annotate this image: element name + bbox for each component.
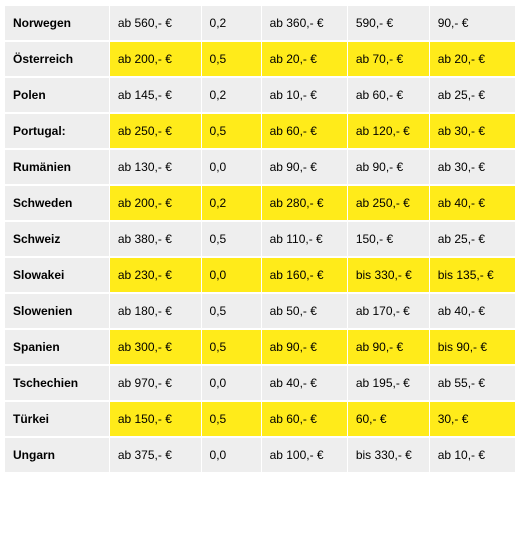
value-cell: ab 250,- € bbox=[110, 114, 201, 148]
table-row: Slowenienab 180,- €0,5ab 50,- €ab 170,- … bbox=[5, 294, 515, 328]
value-cell: 30,- € bbox=[430, 402, 515, 436]
value-cell: 0,5 bbox=[202, 330, 261, 364]
value-cell: ab 30,- € bbox=[430, 150, 515, 184]
country-cell: Schweiz bbox=[5, 222, 109, 256]
country-cell: Norwegen bbox=[5, 6, 109, 40]
value-cell: ab 120,- € bbox=[348, 114, 429, 148]
value-cell: ab 25,- € bbox=[430, 222, 515, 256]
value-cell: 0,0 bbox=[202, 438, 261, 472]
value-cell: 0,0 bbox=[202, 150, 261, 184]
table-row: Portugal:ab 250,- €0,5ab 60,- €ab 120,- … bbox=[5, 114, 515, 148]
value-cell: ab 40,- € bbox=[430, 294, 515, 328]
value-cell: ab 170,- € bbox=[348, 294, 429, 328]
value-cell: 0,2 bbox=[202, 78, 261, 112]
value-cell: ab 250,- € bbox=[348, 186, 429, 220]
value-cell: ab 60,- € bbox=[262, 114, 347, 148]
table-row: Rumänienab 130,- €0,0ab 90,- €ab 90,- €a… bbox=[5, 150, 515, 184]
value-cell: ab 90,- € bbox=[262, 150, 347, 184]
country-cell: Slowenien bbox=[5, 294, 109, 328]
value-cell: 150,- € bbox=[348, 222, 429, 256]
country-cell: Spanien bbox=[5, 330, 109, 364]
value-cell: ab 230,- € bbox=[110, 258, 201, 292]
table-row: Österreichab 200,- €0,5ab 20,- €ab 70,- … bbox=[5, 42, 515, 76]
table-row: Türkeiab 150,- €0,5ab 60,- €60,- €30,- € bbox=[5, 402, 515, 436]
value-cell: 0,2 bbox=[202, 6, 261, 40]
value-cell: ab 40,- € bbox=[430, 186, 515, 220]
value-cell: ab 70,- € bbox=[348, 42, 429, 76]
value-cell: ab 90,- € bbox=[262, 330, 347, 364]
pricing-table: Norwegenab 560,- €0,2ab 360,- €590,- €90… bbox=[4, 4, 516, 474]
table-row: Norwegenab 560,- €0,2ab 360,- €590,- €90… bbox=[5, 6, 515, 40]
table-row: Ungarnab 375,- €0,0ab 100,- €bis 330,- €… bbox=[5, 438, 515, 472]
country-cell: Ungarn bbox=[5, 438, 109, 472]
value-cell: 0,5 bbox=[202, 294, 261, 328]
value-cell: ab 200,- € bbox=[110, 42, 201, 76]
value-cell: ab 300,- € bbox=[110, 330, 201, 364]
value-cell: bis 90,- € bbox=[430, 330, 515, 364]
value-cell: ab 10,- € bbox=[262, 78, 347, 112]
table-row: Slowakeiab 230,- €0,0ab 160,- €bis 330,-… bbox=[5, 258, 515, 292]
value-cell: ab 50,- € bbox=[262, 294, 347, 328]
country-cell: Portugal: bbox=[5, 114, 109, 148]
value-cell: ab 160,- € bbox=[262, 258, 347, 292]
value-cell: ab 375,- € bbox=[110, 438, 201, 472]
value-cell: ab 20,- € bbox=[430, 42, 515, 76]
value-cell: ab 970,- € bbox=[110, 366, 201, 400]
table-row: Polenab 145,- €0,2ab 10,- €ab 60,- €ab 2… bbox=[5, 78, 515, 112]
value-cell: ab 195,- € bbox=[348, 366, 429, 400]
value-cell: 90,- € bbox=[430, 6, 515, 40]
value-cell: 0,5 bbox=[202, 402, 261, 436]
value-cell: ab 180,- € bbox=[110, 294, 201, 328]
value-cell: 0,0 bbox=[202, 258, 261, 292]
value-cell: 0,5 bbox=[202, 222, 261, 256]
value-cell: ab 380,- € bbox=[110, 222, 201, 256]
country-cell: Polen bbox=[5, 78, 109, 112]
value-cell: ab 60,- € bbox=[262, 402, 347, 436]
value-cell: ab 90,- € bbox=[348, 330, 429, 364]
country-cell: Türkei bbox=[5, 402, 109, 436]
value-cell: 0,2 bbox=[202, 186, 261, 220]
value-cell: bis 330,- € bbox=[348, 258, 429, 292]
country-cell: Schweden bbox=[5, 186, 109, 220]
value-cell: ab 20,- € bbox=[262, 42, 347, 76]
value-cell: 0,5 bbox=[202, 42, 261, 76]
value-cell: ab 560,- € bbox=[110, 6, 201, 40]
value-cell: 590,- € bbox=[348, 6, 429, 40]
value-cell: bis 135,- € bbox=[430, 258, 515, 292]
table-row: Spanienab 300,- €0,5ab 90,- €ab 90,- €bi… bbox=[5, 330, 515, 364]
value-cell: ab 40,- € bbox=[262, 366, 347, 400]
table-row: Schwedenab 200,- €0,2ab 280,- €ab 250,- … bbox=[5, 186, 515, 220]
value-cell: ab 130,- € bbox=[110, 150, 201, 184]
country-cell: Slowakei bbox=[5, 258, 109, 292]
value-cell: ab 145,- € bbox=[110, 78, 201, 112]
value-cell: ab 200,- € bbox=[110, 186, 201, 220]
country-cell: Tschechien bbox=[5, 366, 109, 400]
value-cell: ab 150,- € bbox=[110, 402, 201, 436]
table-row: Schweizab 380,- €0,5ab 110,- €150,- €ab … bbox=[5, 222, 515, 256]
value-cell: 60,- € bbox=[348, 402, 429, 436]
value-cell: ab 10,- € bbox=[430, 438, 515, 472]
value-cell: ab 110,- € bbox=[262, 222, 347, 256]
value-cell: ab 55,- € bbox=[430, 366, 515, 400]
value-cell: ab 30,- € bbox=[430, 114, 515, 148]
value-cell: ab 280,- € bbox=[262, 186, 347, 220]
value-cell: 0,0 bbox=[202, 366, 261, 400]
value-cell: ab 60,- € bbox=[348, 78, 429, 112]
value-cell: bis 330,- € bbox=[348, 438, 429, 472]
value-cell: ab 100,- € bbox=[262, 438, 347, 472]
value-cell: ab 360,- € bbox=[262, 6, 347, 40]
value-cell: 0,5 bbox=[202, 114, 261, 148]
value-cell: ab 90,- € bbox=[348, 150, 429, 184]
table-row: Tschechienab 970,- €0,0ab 40,- €ab 195,-… bbox=[5, 366, 515, 400]
country-cell: Rumänien bbox=[5, 150, 109, 184]
value-cell: ab 25,- € bbox=[430, 78, 515, 112]
country-cell: Österreich bbox=[5, 42, 109, 76]
